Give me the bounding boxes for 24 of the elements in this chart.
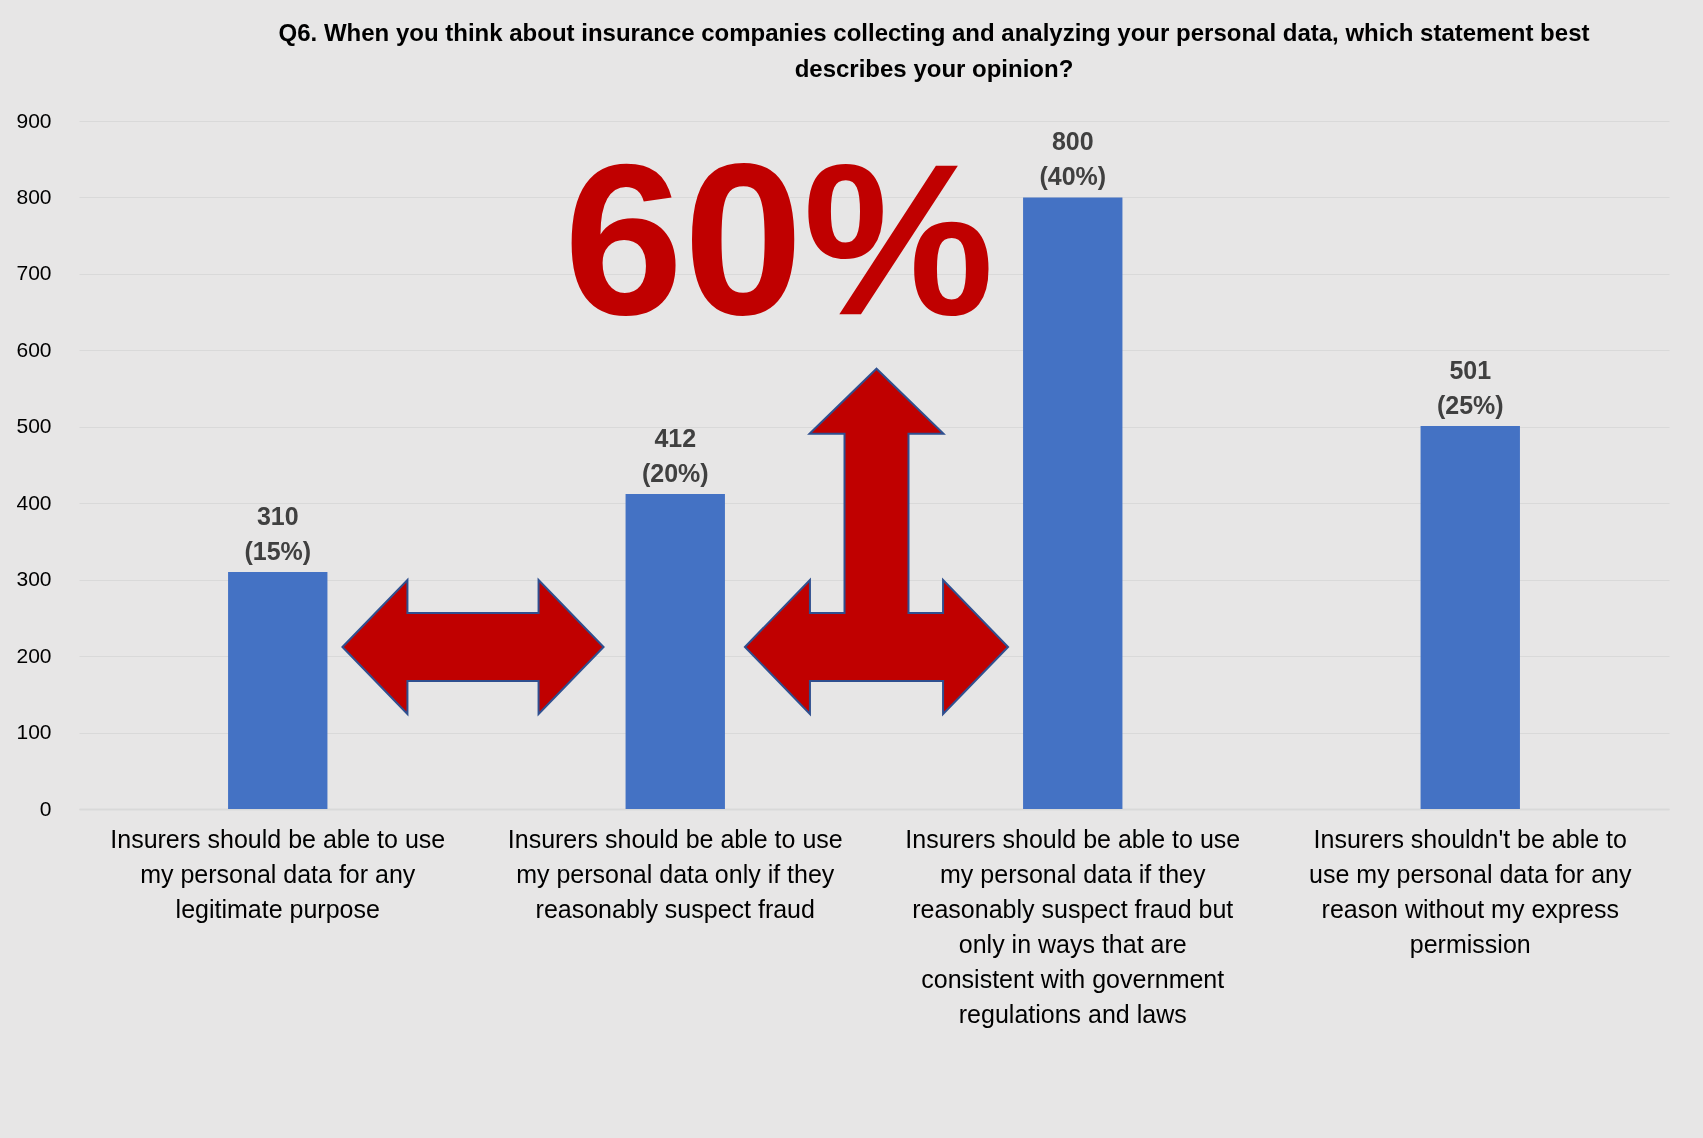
data-label: 310 (15%) [244, 502, 312, 566]
chart-title: Q6. When you think about insurance companies collecting and analyzing your personal data, which statement best describes your opinion? [278, 19, 1590, 82]
data-label: 800 (40%) [1039, 127, 1107, 191]
y-tick-label: 600 [16, 337, 52, 361]
y-tick-label: 900 [16, 108, 52, 132]
y-tick-label: 100 [16, 720, 52, 744]
data-label: 412 (20%) [641, 424, 709, 488]
y-tick-label: 200 [16, 643, 52, 667]
bar [1023, 197, 1123, 809]
x-tick-label: Insurers should be able to use my personal data for any legitimate purpose [110, 824, 446, 923]
y-tick-label: 500 [16, 414, 52, 438]
annotation: 60% [563, 119, 995, 360]
x-tick-label: Insurers shouldn't be able to use my personal data for any reason without my express permission [1309, 824, 1632, 958]
y-tick-label: 0 [39, 796, 52, 820]
y-tick-label: 300 [16, 567, 52, 591]
bar [625, 494, 725, 809]
x-tick-label: Insurers should be able to use my personal data if they reasonably suspect fraud but only in ways that are consistent with government regulations and laws [905, 824, 1241, 1028]
x-tick-label: Insurers should be able to use my personal data only if they reasonably suspect fraud [507, 824, 843, 923]
y-tick-label: 700 [16, 261, 52, 285]
bar [1420, 426, 1520, 809]
bar [228, 572, 328, 809]
data-label: 501 (25%) [1436, 356, 1504, 420]
y-tick-label: 800 [16, 184, 52, 208]
y-tick-label: 400 [16, 490, 52, 514]
